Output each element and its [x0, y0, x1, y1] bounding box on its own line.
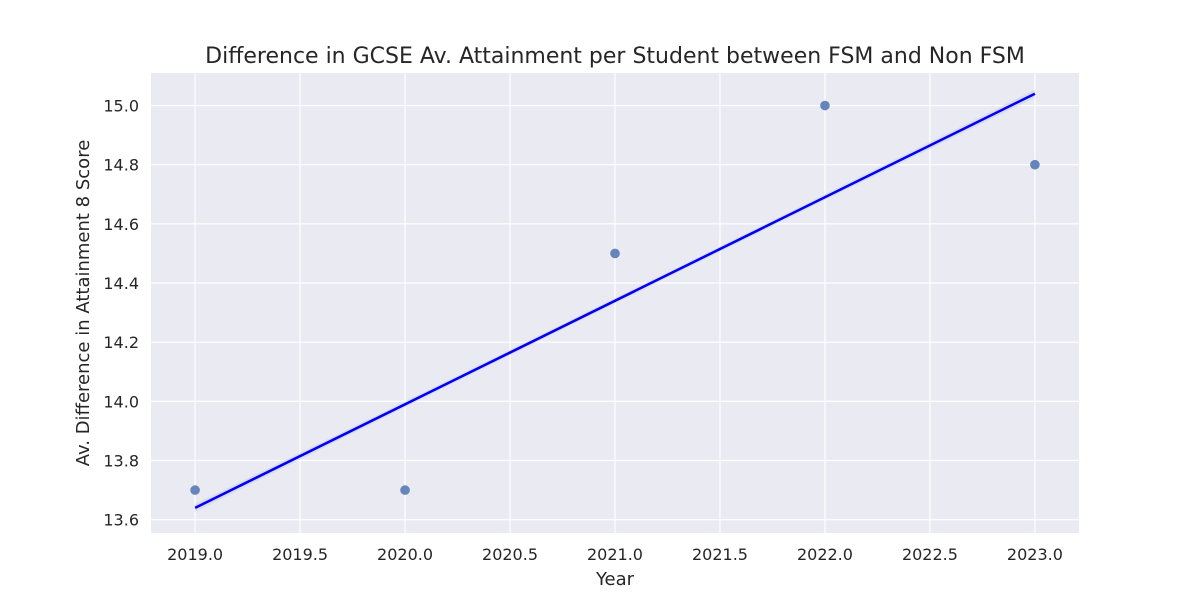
- y-tick-labels: 13.6 13.8 14.0 14.2 14.4 14.6 14.8 15.0: [103, 97, 139, 530]
- y-tick-label: 14.2: [103, 333, 139, 352]
- x-tick-label: 2022.5: [902, 545, 958, 564]
- y-gridlines: [151, 104, 1079, 521]
- data-point: [610, 248, 620, 259]
- x-tick-label: 2020.5: [482, 545, 538, 564]
- y-tick-label: 13.8: [103, 452, 139, 471]
- chart-title: Difference in GCSE Av. Attainment per St…: [205, 44, 1025, 69]
- y-tick-label: 14.6: [103, 215, 139, 234]
- data-points: [190, 100, 1040, 495]
- x-tick-label: 2019.5: [272, 545, 328, 564]
- data-point: [820, 100, 830, 111]
- y-tick-label: 14.8: [103, 156, 139, 175]
- x-gridlines: [194, 73, 1036, 533]
- data-point: [190, 485, 200, 495]
- data-point: [1030, 159, 1040, 170]
- y-tick-label: 14.4: [103, 274, 139, 293]
- x-tick-label: 2022.0: [797, 545, 853, 564]
- y-tick-label: 13.6: [103, 511, 139, 530]
- x-tick-label: 2021.5: [692, 545, 748, 564]
- x-tick-label: 2019.0: [167, 545, 223, 564]
- y-axis-label: Av. Difference in Attainment 8 Score: [73, 140, 94, 467]
- x-tick-label: 2020.0: [377, 545, 433, 564]
- x-tick-labels: 2019.0 2019.5 2020.0 2020.5 2021.0 2021.5 2022…: [167, 545, 1063, 564]
- y-tick-label: 14.0: [103, 392, 139, 411]
- x-axis-label: Year: [595, 569, 635, 590]
- data-point: [400, 485, 410, 495]
- x-tick-label: 2021.0: [587, 545, 643, 564]
- trend-line: [194, 92, 1036, 509]
- y-tick-label: 15.0: [103, 97, 139, 116]
- x-tick-label: 2023.0: [1007, 545, 1063, 564]
